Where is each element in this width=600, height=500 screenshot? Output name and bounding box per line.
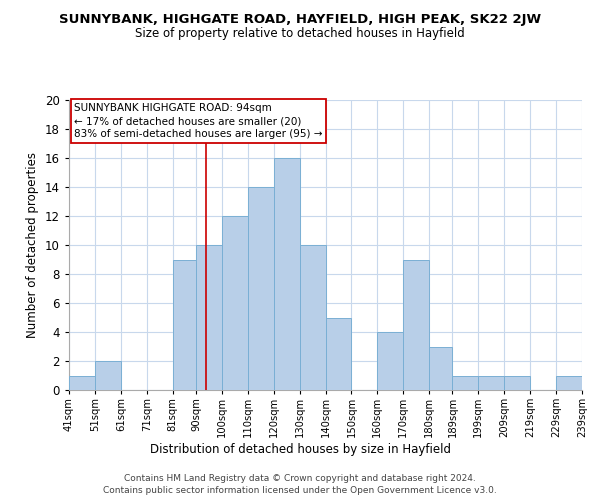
- Bar: [429, 346, 452, 390]
- Text: SUNNYBANK, HIGHGATE ROAD, HAYFIELD, HIGH PEAK, SK22 2JW: SUNNYBANK, HIGHGATE ROAD, HAYFIELD, HIGH…: [59, 12, 541, 26]
- Bar: [69, 376, 95, 390]
- Bar: [173, 260, 196, 390]
- Bar: [248, 187, 274, 390]
- Text: Size of property relative to detached houses in Hayfield: Size of property relative to detached ho…: [135, 28, 465, 40]
- Y-axis label: Number of detached properties: Number of detached properties: [26, 152, 40, 338]
- Text: Contains public sector information licensed under the Open Government Licence v3: Contains public sector information licen…: [103, 486, 497, 495]
- Bar: [452, 376, 478, 390]
- Text: Contains HM Land Registry data © Crown copyright and database right 2024.: Contains HM Land Registry data © Crown c…: [124, 474, 476, 483]
- Bar: [274, 158, 299, 390]
- Bar: [377, 332, 403, 390]
- Bar: [196, 245, 222, 390]
- Bar: [95, 361, 121, 390]
- Bar: [222, 216, 248, 390]
- Bar: [326, 318, 352, 390]
- Text: SUNNYBANK HIGHGATE ROAD: 94sqm
← 17% of detached houses are smaller (20)
83% of : SUNNYBANK HIGHGATE ROAD: 94sqm ← 17% of …: [74, 103, 323, 140]
- Bar: [504, 376, 530, 390]
- Bar: [403, 260, 429, 390]
- Bar: [299, 245, 326, 390]
- Bar: [478, 376, 504, 390]
- Bar: [556, 376, 582, 390]
- Text: Distribution of detached houses by size in Hayfield: Distribution of detached houses by size …: [149, 442, 451, 456]
